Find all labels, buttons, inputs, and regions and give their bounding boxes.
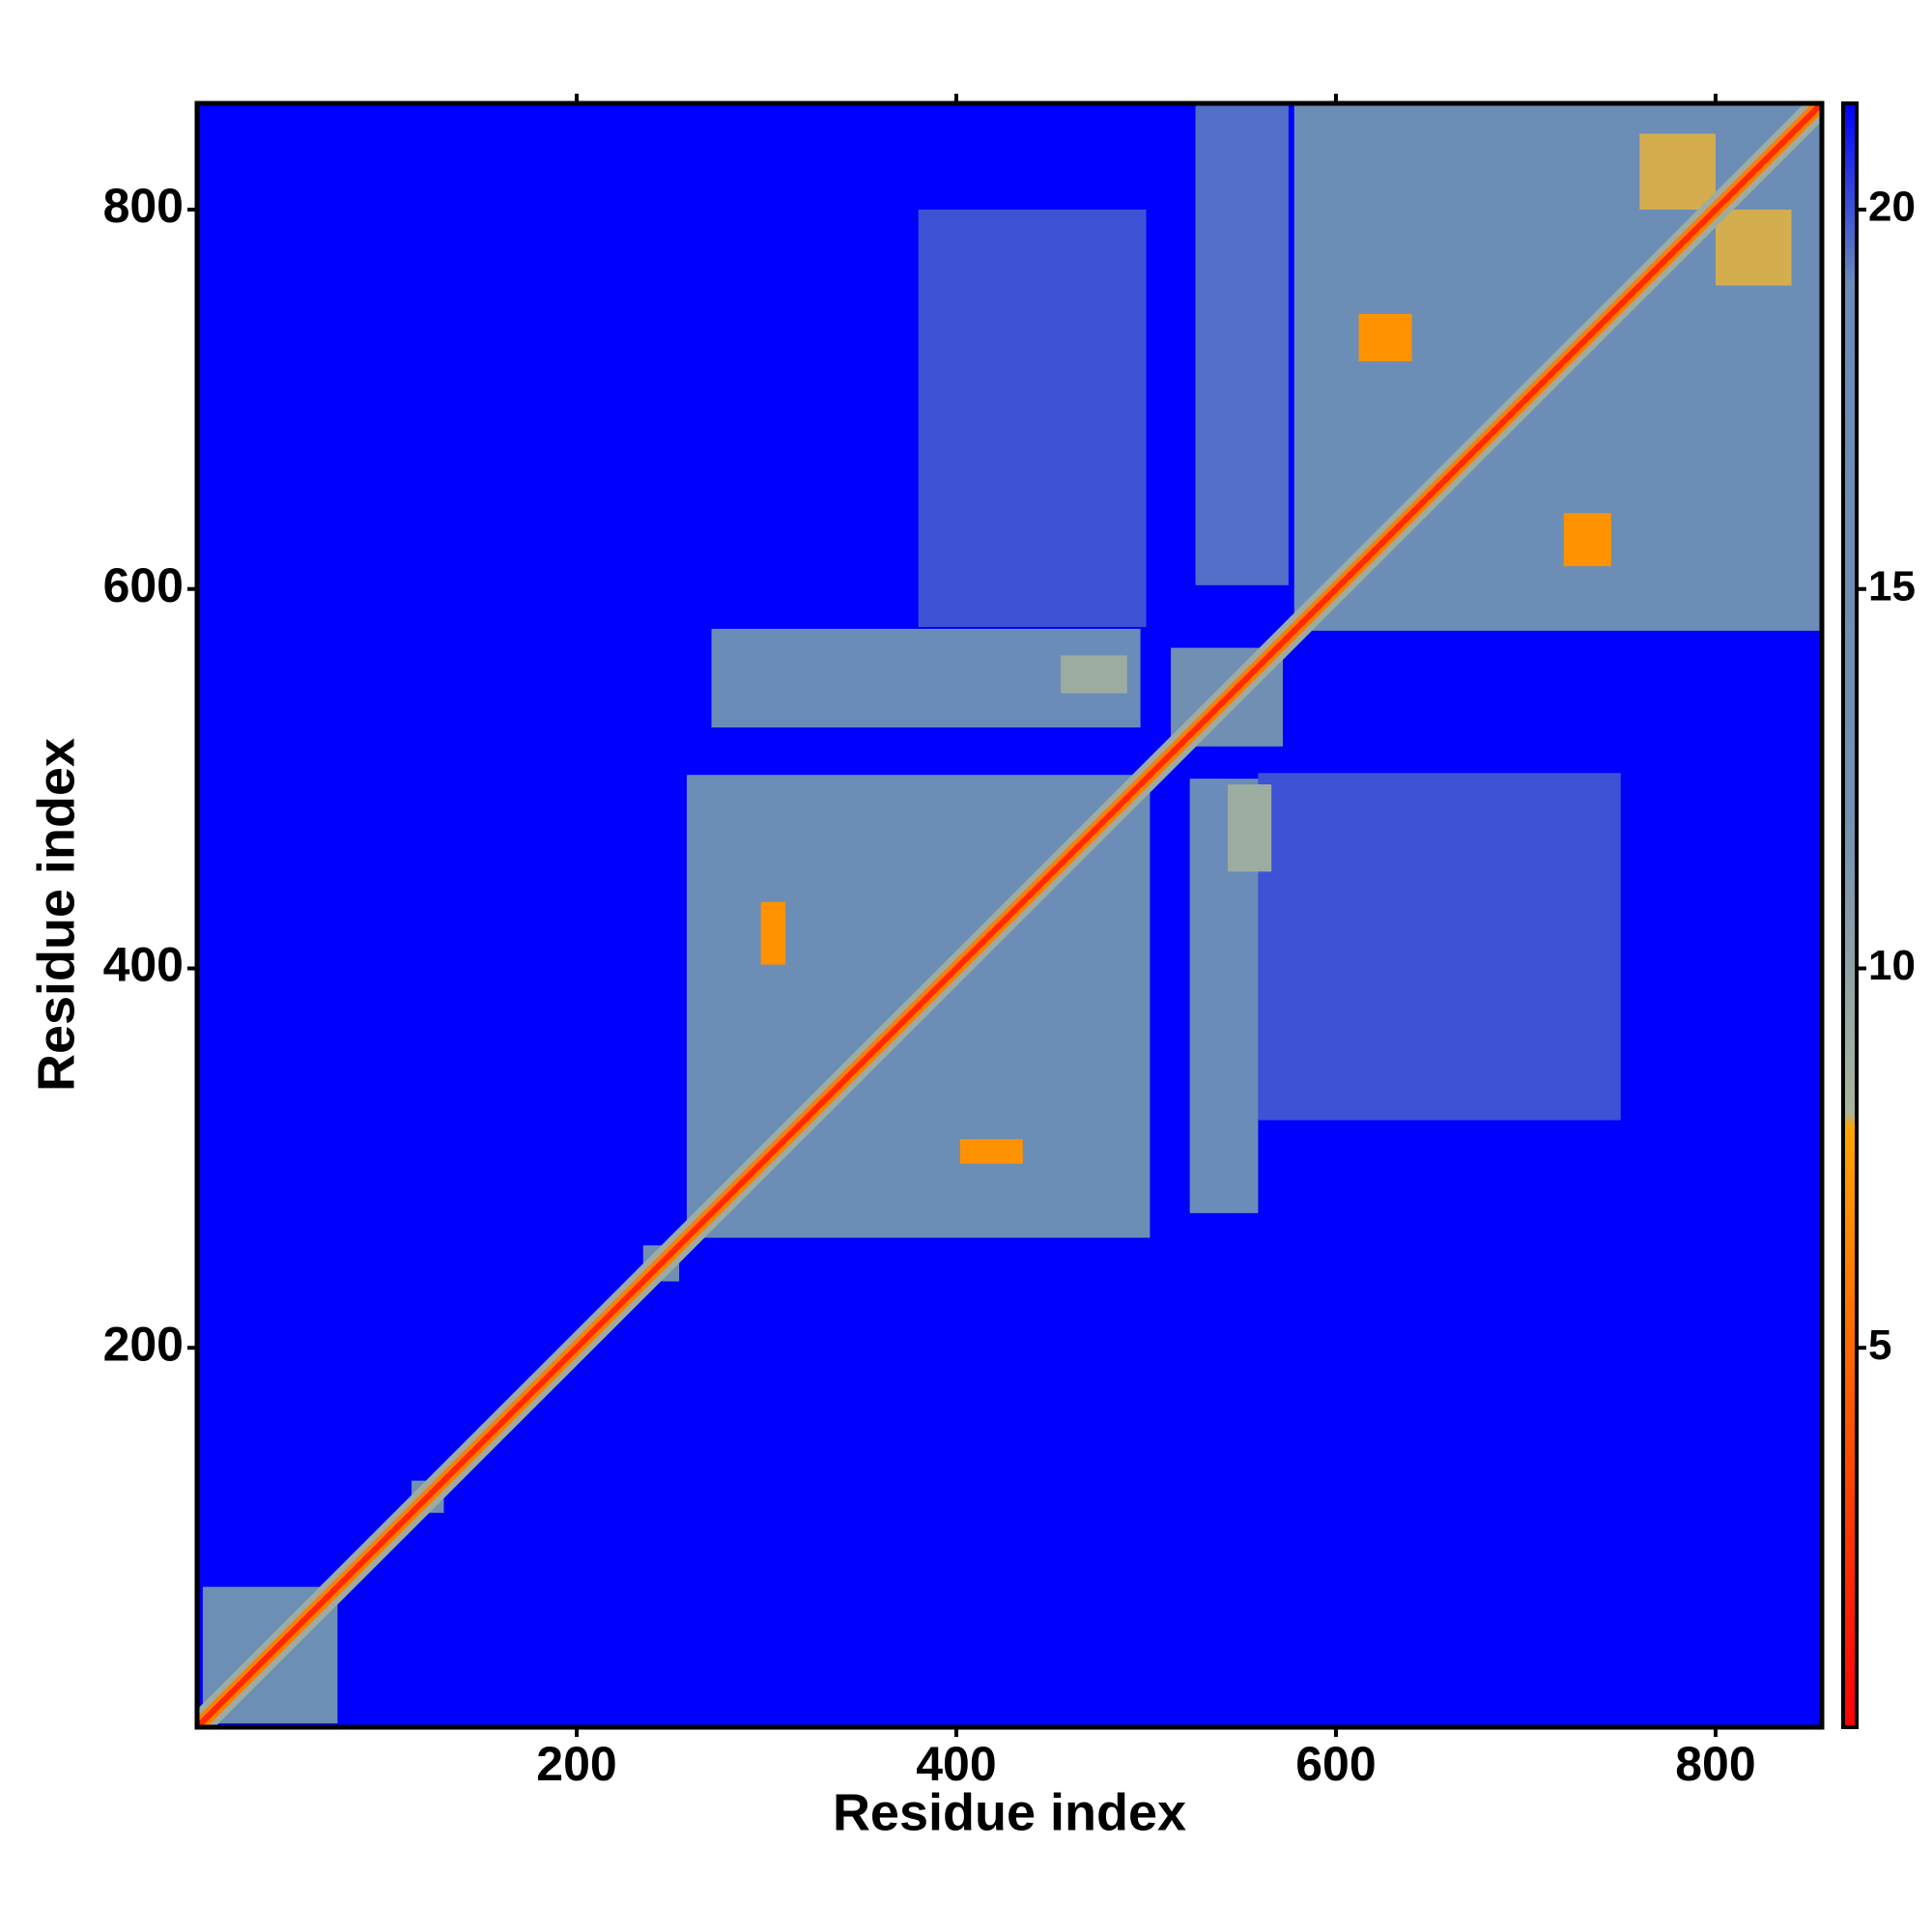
x-tick-label: 200	[536, 1737, 616, 1791]
heatmap-region	[760, 901, 786, 965]
heatmap-region	[1061, 655, 1127, 694]
plot-frame	[194, 100, 1825, 1730]
x-axis-title: Residue index	[833, 1783, 1186, 1841]
colorbar-tick-label: 10	[1868, 942, 1916, 989]
heatmap-region	[918, 209, 1147, 628]
heatmap-region	[1258, 773, 1621, 1121]
y-tick-label: 400	[103, 938, 184, 992]
colorbar	[1841, 101, 1859, 1729]
heatmap-region	[1563, 513, 1611, 567]
y-tick-label: 800	[103, 179, 184, 233]
colorbar-tick-label: 15	[1868, 562, 1916, 610]
y-axis-title: Residue index	[27, 738, 85, 1092]
y-tick-label: 200	[103, 1317, 184, 1371]
colorbar-tick-label: 5	[1868, 1321, 1891, 1369]
x-tick-label: 800	[1675, 1737, 1755, 1791]
y-tick-label: 600	[103, 558, 184, 612]
heatmap-region	[1358, 313, 1412, 362]
heatmap-region	[1227, 783, 1272, 872]
heatmap-region	[1715, 209, 1792, 286]
x-tick-label: 600	[1295, 1737, 1376, 1791]
colorbar-tick-label: 20	[1868, 184, 1916, 231]
heatmap-region	[1639, 133, 1716, 210]
x-tick-label: 400	[916, 1737, 996, 1791]
heatmap-region	[959, 1139, 1023, 1164]
diagonal	[197, 103, 1822, 1727]
heatmap	[197, 103, 1822, 1727]
heatmap-region	[1195, 104, 1289, 585]
